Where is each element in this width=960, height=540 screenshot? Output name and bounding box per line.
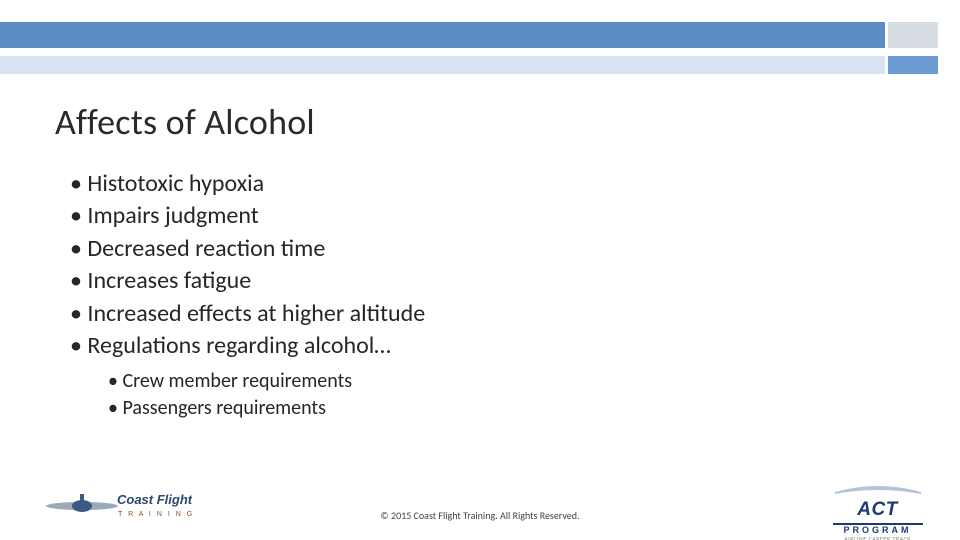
bullet-item: • Decreased reaction time: [70, 233, 870, 265]
act-subtitle: PROGRAM: [825, 525, 930, 535]
header-bar-secondary: [0, 56, 885, 74]
header-bar-primary-accent: [888, 22, 938, 48]
act-swoosh-icon: [833, 484, 923, 494]
bullet-text: Regulations regarding alcohol…: [87, 331, 390, 360]
act-tagline-1: AIRLINE CAREER TRACK: [825, 536, 930, 540]
header-bar-primary: [0, 22, 885, 48]
sub-bullet-text: Crew member requirements: [122, 369, 352, 393]
bullet-text: Histotoxic hypoxia: [87, 169, 264, 198]
slide-title: Affects of Alcohol: [55, 100, 315, 144]
logo-text-bottom: T R A I N I N G: [118, 511, 192, 518]
bullet-text: Increases fatigue: [87, 266, 251, 295]
slide: { "header": { "bar1_color": "#5b8cc3", "…: [0, 0, 960, 540]
bullet-text: Impairs judgment: [87, 201, 258, 230]
bullet-item: • Histotoxic hypoxia: [70, 168, 870, 200]
coast-flight-logo: Coast Flight T R A I N I N G: [42, 480, 192, 528]
content-area: • Histotoxic hypoxia • Impairs judgment …: [70, 168, 870, 422]
coast-flight-logo-svg: Coast Flight T R A I N I N G: [42, 480, 192, 528]
header-bar-secondary-accent: [888, 56, 938, 74]
act-title-text: ACT: [857, 499, 898, 520]
bullet-item: • Increased effects at higher altitude: [70, 298, 870, 330]
bullet-item: • Regulations regarding alcohol…: [70, 330, 870, 362]
bullet-item: • Impairs judgment: [70, 200, 870, 232]
act-program-logo: ACT PROGRAM AIRLINE CAREER TRACK FLIGHT …: [825, 480, 930, 528]
sub-bullet-text: Passengers requirements: [122, 396, 325, 420]
logo-text-top: Coast Flight: [117, 492, 192, 507]
bullet-text: Decreased reaction time: [87, 234, 325, 263]
bullet-text: Increased effects at higher altitude: [87, 299, 425, 328]
sub-bullet-group: • Crew member requirements • Passengers …: [108, 368, 870, 422]
bullet-item: • Increases fatigue: [70, 265, 870, 297]
sub-bullet-item: • Passengers requirements: [108, 395, 870, 422]
act-title: ACT: [825, 499, 930, 521]
sub-bullet-item: • Crew member requirements: [108, 368, 870, 395]
logo-tail-shape: [80, 494, 84, 506]
